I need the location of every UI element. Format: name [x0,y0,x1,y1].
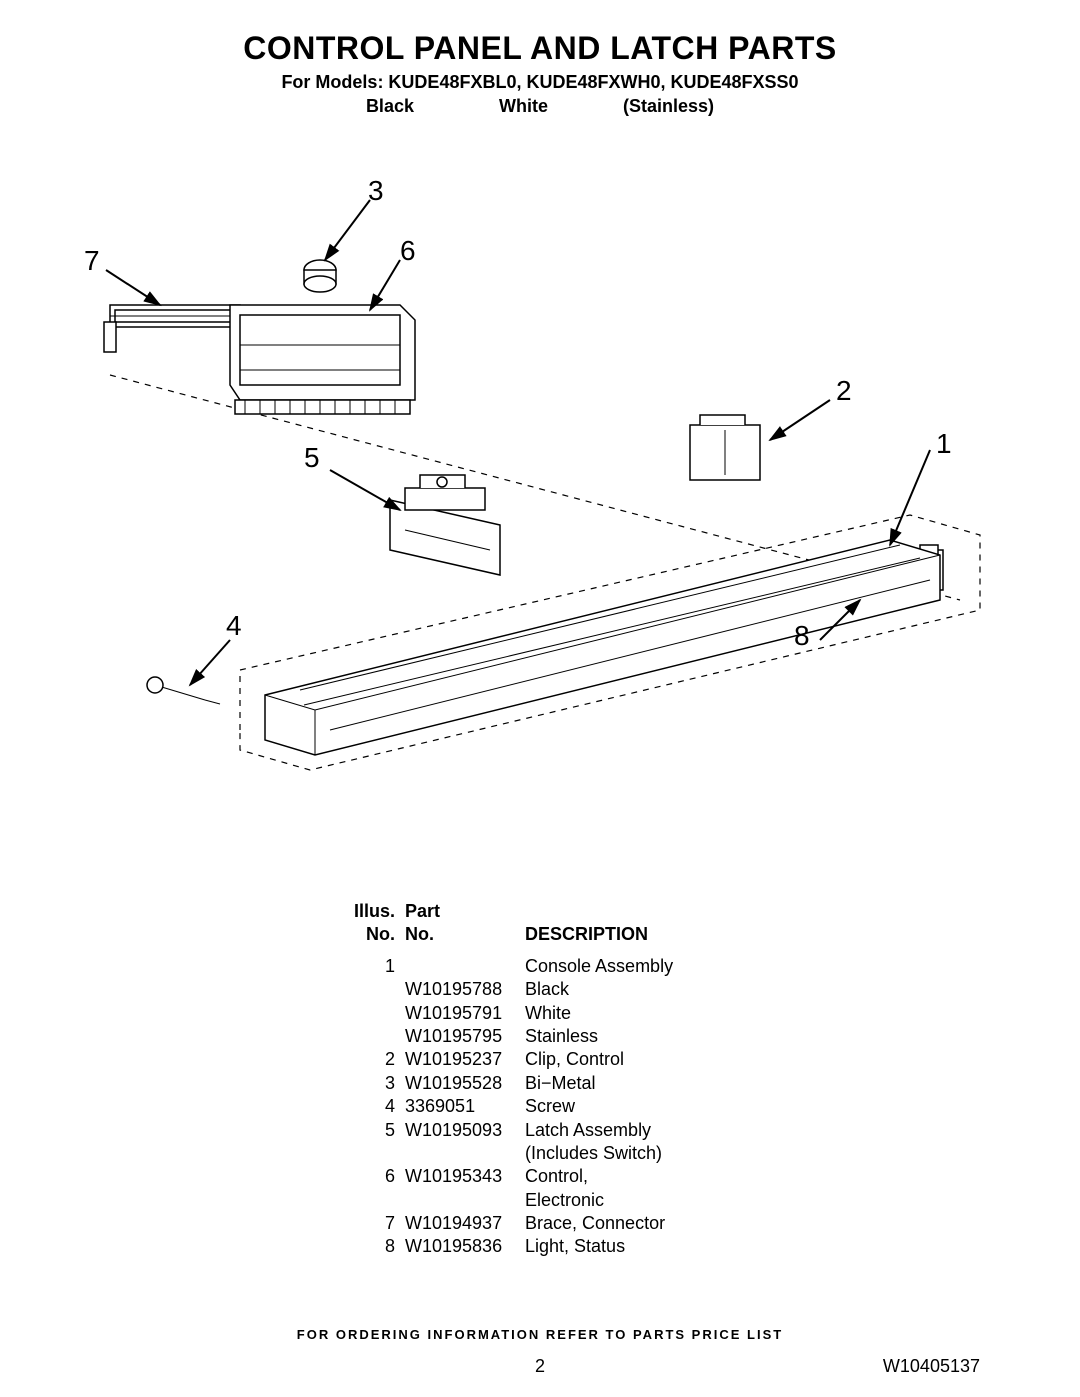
variant-black: Black [366,96,414,117]
page-title: CONTROL PANEL AND LATCH PARTS [0,30,1080,67]
cell-part [405,1142,525,1165]
cell-illus: 5 [345,1119,405,1142]
cell-desc: Electronic [525,1189,745,1212]
part-1-console [240,515,980,770]
table-row: W10195788Black [345,978,745,1001]
table-row: 7W10194937Brace, Connector [345,1212,745,1235]
table-row: W10195791White [345,1002,745,1025]
cell-part: W10194937 [405,1212,525,1235]
cell-part: 3369051 [405,1095,525,1118]
callout-8: 8 [794,620,810,652]
variant-stainless: (Stainless) [623,96,714,117]
table-row: 2W10195237Clip, Control [345,1048,745,1071]
diagram-svg [60,130,1020,850]
cell-illus [345,978,405,1001]
cell-desc: Light, Status [525,1235,745,1258]
table-row: 1 Console Assembly [345,955,745,978]
cell-illus: 1 [345,955,405,978]
cell-part: W10195836 [405,1235,525,1258]
cell-illus: 3 [345,1072,405,1095]
callout-4: 4 [226,610,242,642]
variant-white: White [499,96,548,117]
variant-line: Black White (Stainless) [0,96,1080,117]
cell-illus: 8 [345,1235,405,1258]
cell-illus: 4 [345,1095,405,1118]
table-rows: 1 Console AssemblyW10195788BlackW10195791… [345,955,745,1259]
callout-6: 6 [400,235,416,267]
cell-desc: Stainless [525,1025,745,1048]
table-row: 8W10195836Light, Status [345,1235,745,1258]
callout-1: 1 [936,428,952,460]
table-row: (Includes Switch) [345,1142,745,1165]
cell-desc: Screw [525,1095,745,1118]
cell-illus: 2 [345,1048,405,1071]
cell-illus: 6 [345,1165,405,1188]
callout-7: 7 [84,245,100,277]
table-row: 3W10195528Bi−Metal [345,1072,745,1095]
cell-illus: 7 [345,1212,405,1235]
table-row: 5W10195093Latch Assembly [345,1119,745,1142]
cell-desc: Brace, Connector [525,1212,745,1235]
cell-illus [345,1189,405,1212]
parts-table: Illus. Part No. No. DESCRIPTION 1 Console… [345,900,745,1259]
hdr-illus-no: No. [345,923,405,946]
cell-desc: Latch Assembly [525,1119,745,1142]
part-7-brace [104,305,240,352]
cell-desc: Bi−Metal [525,1072,745,1095]
doc-id: W10405137 [883,1356,980,1377]
hdr-part: Part [405,900,525,923]
cell-desc: Control, [525,1165,745,1188]
cell-desc: Console Assembly [525,955,745,978]
cell-desc: White [525,1002,745,1025]
part-2-clip [690,415,760,480]
table-row: 43369051Screw [345,1095,745,1118]
cell-part: W10195528 [405,1072,525,1095]
callout-2: 2 [836,375,852,407]
exploded-diagram: 3 7 6 2 1 5 4 8 [60,130,1020,850]
callout-3: 3 [368,175,384,207]
part-5-latch [390,475,500,575]
model-subtitle: For Models: KUDE48FXBL0, KUDE48FXWH0, KU… [0,72,1080,93]
table-row: Electronic [345,1189,745,1212]
cell-part: W10195343 [405,1165,525,1188]
callout-5: 5 [304,442,320,474]
cell-desc: Black [525,978,745,1001]
cell-part [405,1189,525,1212]
page: CONTROL PANEL AND LATCH PARTS For Models… [0,0,1080,1397]
cell-part: W10195788 [405,978,525,1001]
hdr-illus: Illus. [345,900,405,923]
cell-part: W10195795 [405,1025,525,1048]
part-4-screw [147,677,220,704]
cell-desc: Clip, Control [525,1048,745,1071]
footer-note: FOR ORDERING INFORMATION REFER TO PARTS … [0,1327,1080,1342]
cell-illus [345,1002,405,1025]
hdr-part-no: No. [405,923,525,946]
cell-desc: (Includes Switch) [525,1142,745,1165]
cell-part [405,955,525,978]
cell-illus [345,1142,405,1165]
cell-part: W10195093 [405,1119,525,1142]
hdr-desc: DESCRIPTION [525,923,745,946]
cell-part: W10195237 [405,1048,525,1071]
cell-part: W10195791 [405,1002,525,1025]
cell-illus [345,1025,405,1048]
table-row: W10195795Stainless [345,1025,745,1048]
table-row: 6W10195343Control, [345,1165,745,1188]
